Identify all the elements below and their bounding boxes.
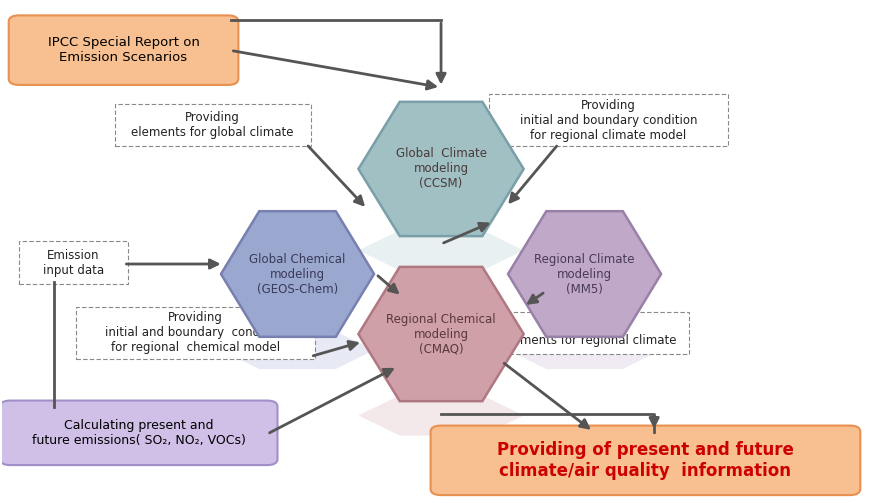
Text: IPCC Special Report on
Emission Scenarios: IPCC Special Report on Emission Scenario… <box>48 36 200 64</box>
Polygon shape <box>359 230 524 271</box>
FancyBboxPatch shape <box>430 426 860 495</box>
Text: Providing
initial and boundary condition
for regional climate model: Providing initial and boundary condition… <box>519 99 698 142</box>
Text: Regional Climate
modeling
(MM5): Regional Climate modeling (MM5) <box>534 253 635 295</box>
Text: Providing
elements for global climate: Providing elements for global climate <box>132 111 294 139</box>
FancyBboxPatch shape <box>115 104 311 146</box>
FancyBboxPatch shape <box>76 306 315 359</box>
Text: Calculating present and
future emissions( SO₂, NO₂, VOCs): Calculating present and future emissions… <box>31 419 245 447</box>
Polygon shape <box>221 211 374 337</box>
Text: Providing
elements for regional climate: Providing elements for regional climate <box>502 319 677 347</box>
FancyBboxPatch shape <box>9 16 238 85</box>
Polygon shape <box>508 211 661 337</box>
Polygon shape <box>221 331 374 369</box>
FancyBboxPatch shape <box>489 311 689 354</box>
FancyBboxPatch shape <box>489 94 728 146</box>
Text: Providing of present and future
climate/air quality  information: Providing of present and future climate/… <box>497 441 794 480</box>
Text: Regional Chemical
modeling
(CMAQ): Regional Chemical modeling (CMAQ) <box>386 312 496 356</box>
Polygon shape <box>359 267 524 401</box>
Text: Global  Climate
modeling
(CCSM): Global Climate modeling (CCSM) <box>395 147 486 191</box>
Text: Emission
input data: Emission input data <box>43 249 104 277</box>
Polygon shape <box>508 331 661 369</box>
FancyBboxPatch shape <box>0 400 278 465</box>
FancyBboxPatch shape <box>19 241 127 284</box>
Polygon shape <box>359 102 524 236</box>
Text: Global Chemical
modeling
(GEOS-Chem): Global Chemical modeling (GEOS-Chem) <box>250 253 346 295</box>
Text: Providing
initial and boundary  condition
for regional  chemical model: Providing initial and boundary condition… <box>105 311 286 354</box>
Polygon shape <box>359 395 524 436</box>
